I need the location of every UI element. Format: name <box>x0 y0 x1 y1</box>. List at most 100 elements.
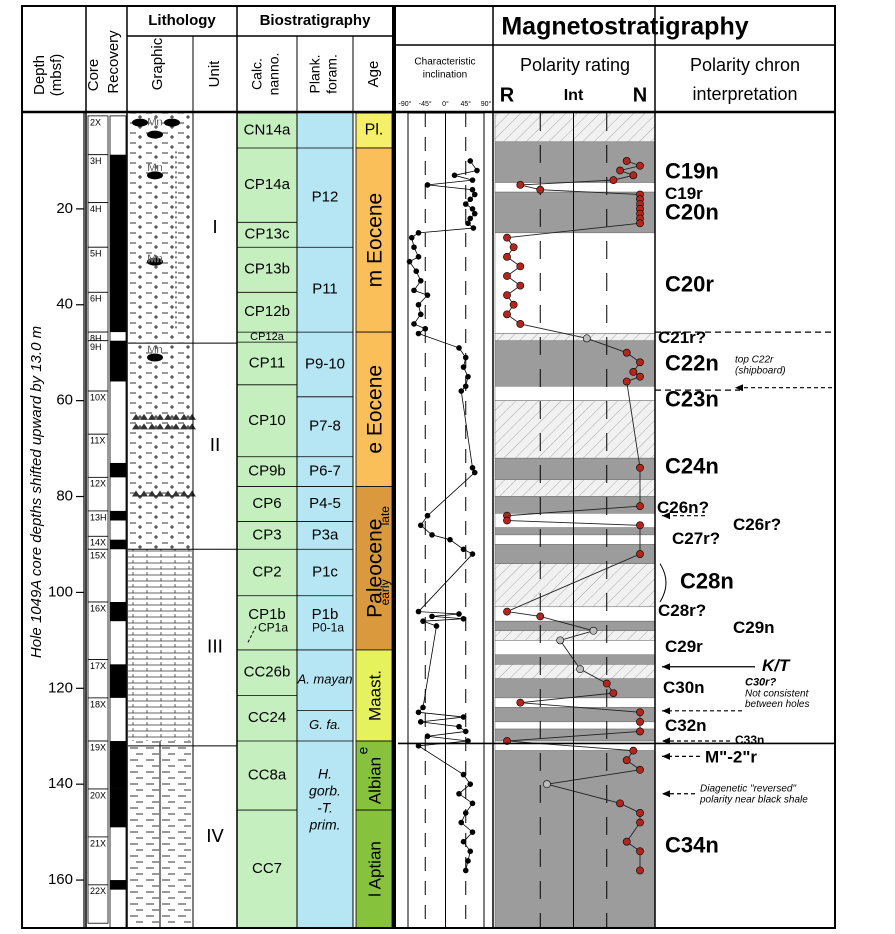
nanno-zone-label: CC26b <box>244 664 291 681</box>
header: Age <box>365 61 382 88</box>
inclination-point <box>434 623 440 629</box>
polarity-zone <box>495 664 655 678</box>
nanno-zone-label: CN14a <box>244 121 291 138</box>
inclination-point <box>456 345 462 351</box>
inclination-point <box>458 388 464 394</box>
inclination-tick-label: 45° <box>460 100 471 108</box>
inclination-point <box>463 810 469 816</box>
inclination-point <box>461 772 467 778</box>
header: Depth <box>31 55 48 95</box>
side-label: Hole 1049A core depths shifted upward by… <box>28 326 45 658</box>
age-sublabel: late <box>378 506 392 526</box>
nanno-zone-label: CP3 <box>252 526 281 543</box>
header: Lithology <box>148 12 216 29</box>
core-label: 19X <box>90 742 106 752</box>
polarity-zone <box>495 640 655 654</box>
nanno-zone-label: CC8a <box>248 767 287 784</box>
rating-point <box>503 517 510 524</box>
arrow-head <box>662 790 670 797</box>
polarity-zone <box>495 341 655 387</box>
recovery-interval <box>110 602 126 621</box>
polarity-zone <box>495 334 655 341</box>
rating-point <box>630 747 637 754</box>
inclination-point <box>447 537 453 543</box>
rating-point <box>630 368 637 375</box>
core-label: 17X <box>90 661 106 671</box>
inclination-point <box>416 709 422 715</box>
inclination-point <box>416 609 422 615</box>
polarity-zone <box>495 544 655 563</box>
chron-label: C22n <box>665 351 719 376</box>
rating-point <box>636 373 643 380</box>
mn-label: Mn <box>147 162 162 174</box>
rating-point <box>503 608 510 615</box>
rating-point <box>543 781 550 788</box>
core-label: 16X <box>90 603 106 613</box>
rating-point <box>610 177 617 184</box>
age-label: Albian <box>365 757 384 804</box>
age-label: Maast. <box>365 670 384 721</box>
chron-label: Diagenetic "reversed" <box>700 784 796 795</box>
rating-point <box>636 464 643 471</box>
inclination-point <box>411 288 417 294</box>
core-label: 6H <box>90 294 102 304</box>
arrow-head <box>662 707 670 714</box>
c28n-brace <box>660 564 666 602</box>
arrow-head <box>662 753 670 760</box>
inclination-point <box>420 705 426 711</box>
chron-label: (shipboard) <box>735 366 786 377</box>
inclination-point <box>463 201 469 207</box>
nanno-zone-label: CP6 <box>252 495 281 512</box>
inclination-point <box>467 158 473 164</box>
chron-label: C32n <box>665 716 707 735</box>
arrow-head <box>662 663 670 670</box>
inclination-tick-label: -45° <box>419 100 432 108</box>
inclination-point <box>463 868 469 874</box>
header: Characteristic <box>414 57 475 68</box>
rating-point <box>537 186 544 193</box>
rating-point <box>636 848 643 855</box>
inclination-point <box>465 374 471 380</box>
polarity-zone <box>495 679 655 698</box>
inclination-point <box>463 383 469 389</box>
nanno-zone-label: CP10 <box>248 412 286 429</box>
core-label: 4H <box>90 204 102 214</box>
rating-point <box>623 838 630 845</box>
recovery-interval <box>110 155 126 332</box>
polarity-zone <box>495 113 655 142</box>
core-label: 5H <box>90 249 102 259</box>
inclination-point <box>467 196 473 202</box>
polarity-zone <box>495 751 655 928</box>
recovery-interval <box>110 540 126 550</box>
inclination-point <box>411 244 417 250</box>
chron-label: C20n <box>665 199 719 224</box>
nanno-zone-label: CC7 <box>252 860 282 877</box>
rating-point <box>537 613 544 620</box>
inclination-point <box>418 719 424 725</box>
inclination-tick-label: 0° <box>442 100 449 108</box>
age-label: e Eocene <box>364 365 387 454</box>
rating-point <box>583 335 590 342</box>
foram-zone-label: H. <box>318 765 332 781</box>
rating-point <box>590 627 597 634</box>
foram-zone-label: G. fa. <box>309 717 341 732</box>
foram-zone-label: P11 <box>312 281 338 298</box>
rating-point <box>623 157 630 164</box>
inclination-point <box>465 858 471 864</box>
chron-label: C30r? <box>745 676 776 688</box>
inclination-point <box>425 513 431 519</box>
inclination-point <box>463 729 469 735</box>
rating-point <box>630 172 637 179</box>
chron-label: C34n <box>665 832 719 857</box>
inclination-tick-label: 90° <box>481 100 492 108</box>
inclination-point <box>461 364 467 370</box>
core-label: 13H <box>90 512 107 522</box>
inclination-point <box>470 465 476 471</box>
chron-label: C30n <box>663 678 705 697</box>
rating-point <box>636 809 643 816</box>
chron-label: C20r <box>665 271 714 296</box>
inclination-point <box>456 724 462 730</box>
header: Graphic <box>149 37 166 90</box>
inclination-point <box>461 616 467 622</box>
inclination-point <box>429 614 435 620</box>
